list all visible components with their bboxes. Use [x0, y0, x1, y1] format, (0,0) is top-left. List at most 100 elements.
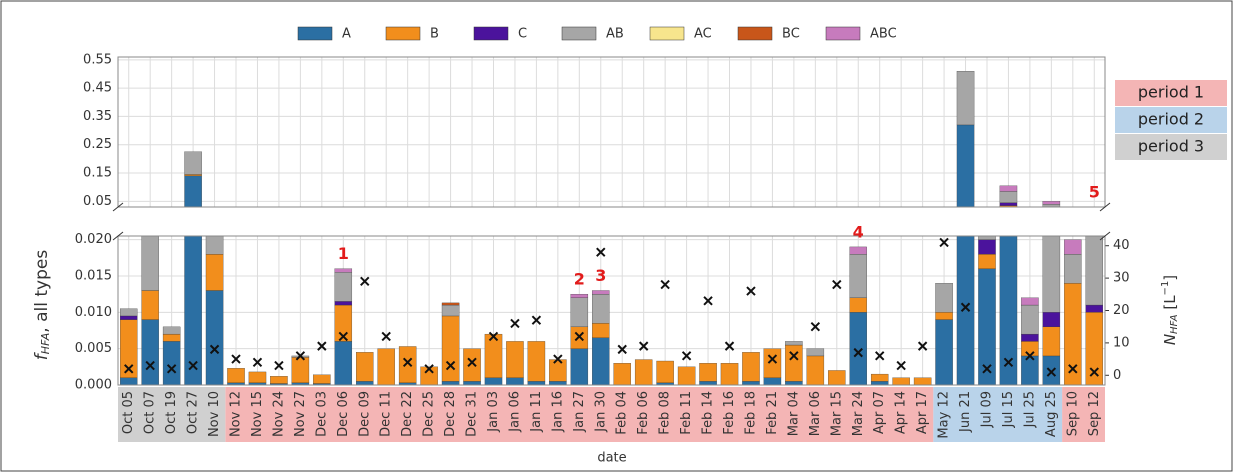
scatter-point: [1025, 351, 1035, 361]
bar-segment: [119, 315, 138, 320]
legend-swatch: [737, 26, 773, 41]
bar-segment: [162, 341, 181, 386]
scatter-point: [982, 364, 992, 374]
bar-segment: [506, 341, 524, 378]
period-band: [1062, 387, 1105, 442]
period-legend-label: period 2: [1138, 110, 1204, 129]
bar-segment: [849, 246, 867, 255]
x-tick-label: Mar 06: [808, 391, 823, 436]
bar-segment: [613, 363, 631, 386]
scatter-point: [853, 347, 863, 358]
scatter-point: [617, 344, 627, 355]
scatter-point: [789, 351, 799, 361]
bar-segment: [1042, 235, 1061, 313]
y2-label-part: N: [1161, 334, 1179, 345]
bar-segment: [1064, 239, 1082, 255]
y-tick-label: 0.15: [83, 166, 112, 181]
x-tick-label: Jan 30: [593, 391, 608, 433]
y2-tick-label: 0: [1113, 368, 1121, 383]
bar-segment: [441, 304, 460, 317]
scatter-point: [338, 331, 349, 342]
y-tick-label: 0.25: [83, 137, 112, 152]
x-tick-label: Feb 08: [658, 391, 673, 435]
bar-segment: [463, 348, 481, 382]
scatter-point: [660, 279, 670, 290]
bar-segment: [570, 297, 589, 328]
bar-segment: [463, 381, 481, 386]
bar-segment: [270, 376, 288, 384]
bar-segment: [334, 268, 353, 273]
scatter-point: [1089, 367, 1099, 377]
bar-segment: [720, 363, 739, 386]
bar-segment: [570, 293, 589, 298]
bar-segment: [656, 360, 674, 383]
y2-tick-label: 40: [1113, 238, 1130, 253]
bar-segment: [313, 374, 331, 384]
y-tick-label: 0.45: [83, 81, 112, 96]
x-tick-label: Mar 04: [786, 391, 801, 436]
bar-segment: [334, 272, 353, 302]
bar-segment: [1064, 254, 1082, 284]
bar-segment: [978, 239, 996, 255]
bar-segment: [785, 341, 803, 346]
scatter-point: [252, 357, 263, 368]
legend-label: ABC: [870, 27, 897, 42]
scatter-point: [510, 318, 520, 329]
bar-segment: [935, 283, 953, 313]
x-tick-label: Apr 17: [915, 391, 930, 434]
y2-tick-label: 20: [1113, 303, 1130, 318]
axis-break: [1099, 202, 1111, 212]
bar-segment: [549, 359, 567, 382]
bar-segment: [978, 235, 996, 240]
bar-segment: [205, 254, 224, 291]
bar-segment: [1021, 297, 1039, 306]
bar-segment: [119, 377, 138, 386]
x-tick-label: Oct 27: [186, 391, 201, 434]
legend-label: B: [430, 27, 439, 42]
annotation: 1: [338, 244, 349, 263]
scatter-point: [703, 296, 713, 306]
bar-segment: [592, 290, 610, 295]
y2-tick-label: 10: [1113, 335, 1130, 350]
y-tick-label: 0.55: [83, 52, 112, 67]
scatter-point: [381, 331, 391, 342]
period-band: [933, 387, 1063, 442]
bar-segment: [592, 337, 610, 386]
bar-segment: [441, 302, 460, 306]
bar-segment: [506, 377, 524, 386]
bar-segment: [334, 341, 353, 386]
bar-segment: [999, 185, 1018, 192]
x-tick-label: May 12: [937, 391, 952, 439]
scatter-point: [295, 351, 306, 361]
period-legend-label: period 3: [1138, 137, 1204, 156]
scatter-point: [681, 351, 692, 361]
x-tick-label: Jul 25: [1022, 391, 1037, 428]
legend-label: AC: [694, 27, 712, 42]
bar-segment: [398, 346, 417, 383]
bar-segment: [1085, 235, 1104, 306]
y-tick-label: 0.000: [75, 378, 112, 393]
bar-segment: [999, 202, 1018, 206]
scatter-point: [810, 321, 821, 332]
bar-segment: [377, 348, 395, 386]
y-tick-label: 0.015: [75, 268, 112, 283]
scatter-point: [145, 360, 155, 371]
legend-swatch: [649, 26, 685, 41]
panel-frame: [117, 56, 1106, 208]
bar-segment: [141, 319, 159, 386]
scatter-point: [638, 341, 649, 351]
bar-segment: [742, 352, 760, 382]
x-tick-label: Dec 22: [400, 391, 415, 437]
bar-segment: [870, 381, 889, 386]
bar-segment: [806, 355, 825, 386]
x-tick-label: Jun 21: [958, 391, 973, 433]
x-tick-label: Dec 11: [379, 391, 394, 437]
x-tick-label: Jul 15: [1001, 391, 1016, 428]
panel-frame: [117, 235, 1106, 386]
x-tick-label: Feb 06: [636, 391, 651, 435]
bar-segment: [527, 381, 546, 386]
x-tick-label: Oct 07: [143, 391, 158, 434]
x-tick-label: Aug 25: [1044, 391, 1059, 437]
x-tick-label: Nov 24: [271, 391, 286, 437]
bar-segment: [935, 319, 953, 386]
